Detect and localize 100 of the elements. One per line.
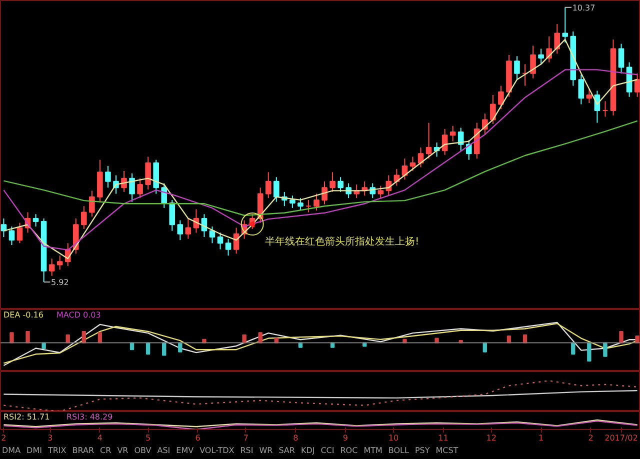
- candlestick: [602, 100, 608, 118]
- candlestick: [410, 156, 416, 172]
- candlestick: [450, 125, 456, 142]
- x-tick-label: 6: [195, 434, 200, 442]
- candlestick: [8, 226, 15, 246]
- bar: [242, 334, 246, 344]
- series-label: RSI2: 51.71: [4, 412, 50, 422]
- x-tick-label: 7: [243, 434, 248, 442]
- x-tick-label: 5: [146, 434, 151, 442]
- text: CR: [100, 446, 112, 455]
- candlestick: [32, 214, 39, 227]
- bar: [603, 342, 608, 357]
- text: ASI: [157, 446, 170, 455]
- text: DMI: [26, 446, 42, 455]
- bar: [434, 338, 439, 344]
- text: SAR: [278, 446, 295, 455]
- text: EMV: [176, 446, 194, 455]
- bar: [619, 330, 624, 344]
- candlestick: [498, 85, 504, 110]
- text: CCI: [320, 446, 334, 455]
- text: OBV: [134, 446, 152, 455]
- candlestick: [0, 218, 7, 238]
- text: VR: [117, 446, 128, 455]
- bar: [42, 342, 46, 349]
- candlestick: [538, 48, 544, 65]
- candlestick: [137, 178, 143, 199]
- candlestick: [48, 258, 55, 276]
- candlestick: [225, 238, 232, 256]
- x-tick-label: 12: [486, 434, 496, 442]
- x-tick-label: 9: [342, 434, 348, 442]
- x-tick-label: 1: [538, 434, 544, 442]
- candlestick: [314, 193, 320, 211]
- candlestick: [578, 74, 584, 105]
- x-tick-label: 2: [588, 434, 594, 442]
- x-tick-label: 2: [1, 434, 6, 442]
- text: DEA -0.16: [4, 310, 44, 320]
- bar: [82, 330, 86, 344]
- x-tick-label: 11: [438, 434, 448, 442]
- text: BRAR: [72, 446, 94, 455]
- candlestick: [634, 72, 640, 98]
- candlestick: [169, 199, 176, 232]
- bar: [10, 332, 14, 344]
- candlestick: [129, 172, 135, 202]
- series-label: RSI3: 48.29: [66, 412, 113, 422]
- annotation: 10.37: [572, 3, 596, 12]
- candlestick: [121, 170, 127, 192]
- x-tick-label: 10: [388, 434, 399, 442]
- series-label: MACD 0.03: [56, 310, 101, 320]
- text: BOLL: [388, 446, 409, 455]
- bar: [587, 342, 592, 362]
- candlestick: [177, 220, 184, 241]
- x-tick-label: 8: [293, 434, 298, 442]
- text: TRIX: [48, 446, 66, 455]
- x-tick-label: 3: [48, 434, 53, 442]
- bar: [98, 332, 102, 344]
- candlestick: [514, 56, 520, 80]
- candlestick: [89, 190, 95, 218]
- text: PSY: [414, 446, 430, 455]
- x-tick-label: 4: [97, 434, 102, 442]
- text: MTM: [364, 446, 382, 455]
- annotation: 半年线在红色箭头所指处发生上扬!: [265, 236, 420, 248]
- candlestick: [554, 24, 560, 54]
- bar: [26, 330, 30, 344]
- candlestick: [16, 222, 23, 244]
- candlestick: [490, 94, 496, 125]
- candlestick: [458, 127, 464, 152]
- text: VOL-TDX: [200, 446, 234, 455]
- candlestick: [330, 172, 336, 192]
- bar: [635, 336, 640, 344]
- candlestick: [426, 122, 432, 160]
- candlestick: [290, 195, 296, 208]
- text: KDJ: [300, 446, 315, 455]
- candlestick: [145, 156, 151, 190]
- candlestick: [105, 165, 111, 188]
- candlestick: [546, 36, 552, 63]
- candlestick: [418, 146, 424, 168]
- candlestick: [265, 172, 272, 199]
- annotation: 5.92: [51, 278, 69, 288]
- candlestick: [273, 176, 280, 202]
- candlestick: [378, 185, 384, 199]
- candlestick: [586, 88, 592, 104]
- x-tick-label: 2017/02: [604, 434, 638, 442]
- candlestick: [81, 206, 87, 230]
- text: WR: [259, 446, 273, 455]
- bar: [178, 342, 182, 352]
- candlestick: [322, 180, 328, 205]
- candlestick: [562, 6, 568, 44]
- candlestick: [530, 45, 536, 79]
- text: ROC: [340, 446, 358, 455]
- candlestick: [298, 198, 304, 211]
- candlestick: [56, 254, 63, 270]
- bar: [258, 332, 262, 344]
- candlestick: [618, 43, 624, 74]
- candlestick: [161, 182, 168, 208]
- text: DMA: [2, 446, 21, 455]
- candlestick: [522, 64, 528, 86]
- text: MCST: [436, 446, 458, 455]
- candlestick: [185, 218, 192, 240]
- candlestick: [338, 176, 344, 192]
- candlestick: [217, 232, 224, 250]
